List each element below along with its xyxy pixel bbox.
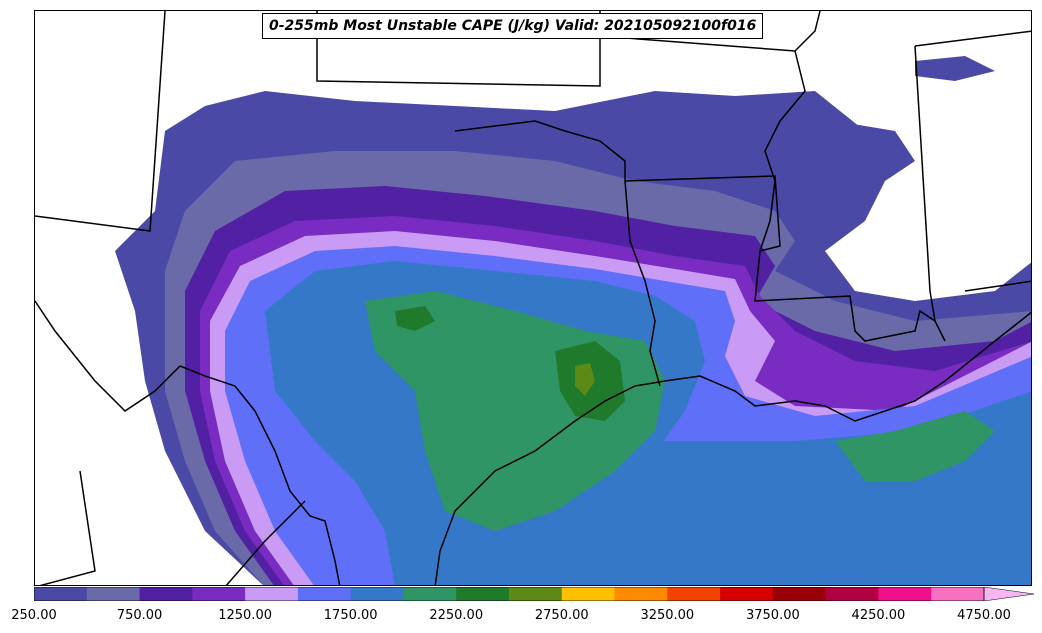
colorbar-swatch xyxy=(456,587,510,601)
state-border-tx-mexico-rio-grande xyxy=(179,365,341,585)
cape-2250-region-b xyxy=(395,306,435,331)
boundaries xyxy=(35,11,1031,585)
state-border-la-ms xyxy=(754,250,946,342)
colorbar-tick-label: 2250.00 xyxy=(429,608,484,623)
map-title: 0-255mb Most Unstable CAPE (J/kg) Valid:… xyxy=(262,13,764,39)
colorbar-swatch xyxy=(350,587,404,601)
state-border-nm-az xyxy=(35,11,166,232)
state-border-la-tx-sabine xyxy=(624,180,661,387)
state-border-ok-ar xyxy=(624,175,781,252)
cape-shading xyxy=(115,56,1031,585)
coastline-mexico xyxy=(35,300,181,412)
state-border-al-fl xyxy=(964,280,1031,292)
colorbar-swatch xyxy=(878,587,932,601)
colorbar-swatch xyxy=(245,587,299,601)
state-border-ar-top xyxy=(599,11,821,52)
cape-2500-region xyxy=(575,363,595,396)
colorbar-tick-label: 3750.00 xyxy=(745,608,800,623)
colorbar-swatch xyxy=(720,587,774,601)
colorbar-outline xyxy=(34,587,985,601)
cape-250-region-ne xyxy=(775,121,915,191)
colorbar-extend-arrow xyxy=(983,587,1034,601)
colorbar-tick-label: 1250.00 xyxy=(218,608,272,623)
map-panel xyxy=(34,10,1032,586)
colorbar-tick-label: 3250.00 xyxy=(640,608,695,623)
colorbar-swatch xyxy=(614,587,668,601)
colorbar-swatch xyxy=(509,587,563,601)
colorbar-swatch xyxy=(297,587,352,601)
colorbar-swatch xyxy=(825,587,879,601)
colorbar-swatch xyxy=(86,587,141,601)
colorbar-swatch xyxy=(403,587,457,601)
colorbar-swatch xyxy=(139,587,193,601)
coastline-tx-gulf xyxy=(434,311,1031,585)
colorbar-swatch xyxy=(34,587,88,601)
colorbar-tick-label: 2750.00 xyxy=(534,608,589,623)
colorbar-tick-label: 1750.00 xyxy=(323,608,378,623)
state-border-tx-panhandle xyxy=(316,11,601,87)
colorbar-swatch xyxy=(192,587,246,601)
colorbar-swatch xyxy=(667,587,721,601)
colorbar xyxy=(34,587,1034,601)
colorbar-swatch xyxy=(561,587,616,601)
state-border-ms-al xyxy=(914,45,936,322)
colorbar-tick-label: 4250.00 xyxy=(851,608,906,623)
colorbar-tick-label: 750.00 xyxy=(116,608,163,623)
border-mexico-west xyxy=(39,470,96,585)
cape-250-region-ne2 xyxy=(915,56,995,81)
colorbar-swatch xyxy=(931,587,985,601)
state-border-mississippi-river xyxy=(759,50,806,252)
colorbar-tick-label: 4750.00 xyxy=(957,608,1011,623)
colorbar-swatch xyxy=(772,587,827,601)
state-border-al-top xyxy=(914,30,1031,47)
cape-map xyxy=(35,11,1031,585)
cape-2000-region-e xyxy=(835,411,995,481)
colorbar-tick-label: 250.00 xyxy=(11,608,57,623)
colorbar-swatches xyxy=(34,587,985,601)
border-mexico-south xyxy=(225,500,306,585)
state-border-tx-ok-red-river xyxy=(454,120,626,181)
